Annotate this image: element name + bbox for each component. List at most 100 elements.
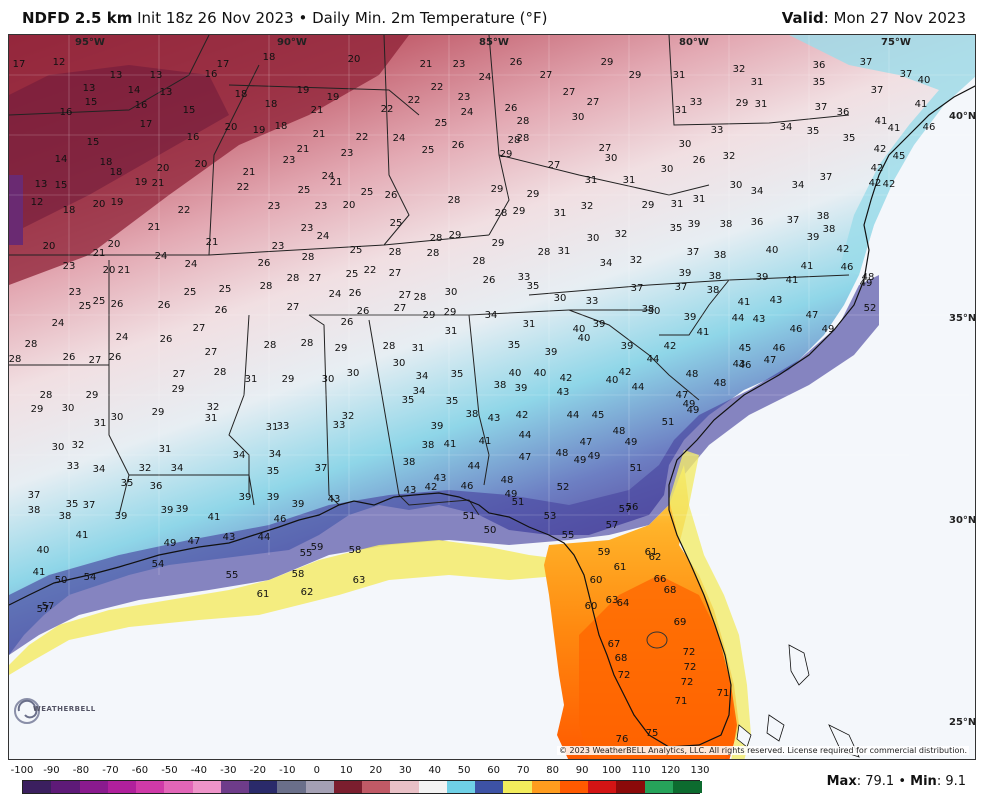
temp-label: 24 (479, 72, 492, 83)
temp-label: 52 (864, 303, 877, 314)
temp-label: 51 (512, 497, 525, 508)
temp-label: 24 (322, 171, 335, 182)
temp-label: 75 (646, 728, 659, 739)
temp-label: 39 (431, 421, 444, 432)
temp-label: 47 (188, 536, 201, 547)
colorbar-tick-label: -100 (10, 765, 34, 776)
init-time: Init 18z 26 Nov 2023 (137, 9, 294, 27)
temp-label: 28 (538, 247, 551, 258)
temp-label: 26 (158, 300, 171, 311)
colorbar-tick-label: 80 (546, 765, 559, 776)
colorbar-tick-label: 50 (457, 765, 471, 776)
temp-label: 44 (647, 354, 660, 365)
temp-label: 31 (623, 175, 636, 186)
colorbar-tick-label: 90 (575, 765, 589, 776)
temp-label: 58 (292, 569, 305, 580)
colorbar-tick-label: 100 (602, 765, 622, 776)
temp-label: 38 (466, 409, 479, 420)
temp-label: 23 (458, 92, 471, 103)
colorbar-swatch (192, 781, 222, 793)
temp-label: 38 (817, 211, 830, 222)
temp-label: 41 (888, 123, 901, 134)
lon-95w: 95°W (75, 37, 105, 48)
temp-label: 28 (430, 233, 443, 244)
temp-label: 27 (89, 355, 102, 366)
temp-label: 51 (463, 511, 476, 522)
temp-label: 42 (664, 341, 677, 352)
temp-label: 48 (686, 369, 699, 380)
temp-label: 15 (87, 137, 100, 148)
bahamas-islands (736, 644, 860, 758)
temp-label: 39 (267, 492, 280, 503)
colorbar-swatch (305, 781, 335, 793)
temp-label: 61 (257, 589, 270, 600)
temp-label: 19 (253, 125, 266, 136)
temp-label: 50 (484, 525, 497, 536)
temp-label: 27 (563, 87, 576, 98)
temp-label: 40 (509, 368, 522, 379)
temp-label: 28 (287, 273, 300, 284)
temp-label: 41 (444, 439, 457, 450)
temp-label: 69 (674, 617, 687, 628)
temp-label: 33 (586, 296, 599, 307)
temp-label: 28 (414, 292, 427, 303)
temp-label: 38 (707, 285, 720, 296)
temp-label: 36 (751, 217, 764, 228)
temp-label: 24 (317, 231, 330, 242)
temp-label: 23 (301, 223, 314, 234)
temp-label: 20 (195, 159, 208, 170)
colorbar-tick-label: -80 (72, 765, 90, 776)
temp-label: 39 (515, 383, 528, 394)
valid-time: Valid: Mon 27 Nov 2023 (782, 9, 966, 27)
temp-label: 33 (518, 272, 531, 283)
temp-label: 37 (28, 490, 41, 501)
temp-label: 21 (152, 178, 165, 189)
temp-label: 23 (453, 59, 466, 70)
temp-label: 35 (446, 396, 459, 407)
temp-label: 48 (862, 272, 875, 283)
gulf-coastal-band (9, 275, 879, 655)
temp-label: 25 (93, 296, 106, 307)
colorbar-swatch (588, 781, 617, 793)
temp-label: 24 (461, 107, 474, 118)
temp-label: 35 (451, 369, 464, 380)
temp-label: 39 (239, 492, 252, 503)
temp-label: 16 (205, 69, 218, 80)
temp-label: 43 (404, 485, 417, 496)
temp-label: 46 (274, 514, 287, 525)
temp-label: 17 (217, 59, 230, 70)
temp-label: 31 (554, 208, 567, 219)
coastline (9, 85, 975, 748)
map-panel[interactable]: 95°W 90°W 85°W 80°W 75°W 40°N 35°N 30°N … (8, 34, 976, 760)
temp-label: 31 (755, 99, 768, 110)
temp-label: 32 (733, 64, 746, 75)
temp-label: 23 (272, 241, 285, 252)
temp-label: 31 (671, 199, 684, 210)
temp-label: 33 (690, 97, 703, 108)
temp-label: 15 (183, 105, 196, 116)
colorbar-tick-label: 120 (660, 765, 681, 776)
temp-label: 29 (444, 307, 457, 318)
temp-label: 39 (161, 505, 174, 516)
temp-label: 37 (860, 57, 873, 68)
temp-label: 12 (31, 197, 44, 208)
temp-label: 34 (792, 180, 805, 191)
temp-label: 55 (562, 530, 575, 541)
temp-label: 59 (598, 547, 611, 558)
weatherbell-swirl-logo: WEATHERBELL (13, 693, 95, 733)
temp-label: 55 (300, 548, 313, 559)
temp-label: 36 (813, 60, 826, 71)
colorbar-swatch (164, 781, 193, 793)
temp-label: 37 (820, 172, 833, 183)
temp-label: 18 (110, 167, 123, 178)
temp-label: 38 (823, 224, 836, 235)
temp-label: 13 (110, 70, 123, 81)
colorbar-swatch (616, 781, 645, 793)
temp-label: 41 (801, 261, 814, 272)
temp-label: 57 (42, 601, 55, 612)
temp-label: 25 (361, 187, 374, 198)
temp-label: 71 (675, 696, 688, 707)
temp-label: 30 (587, 233, 600, 244)
temp-label: 32 (581, 201, 594, 212)
